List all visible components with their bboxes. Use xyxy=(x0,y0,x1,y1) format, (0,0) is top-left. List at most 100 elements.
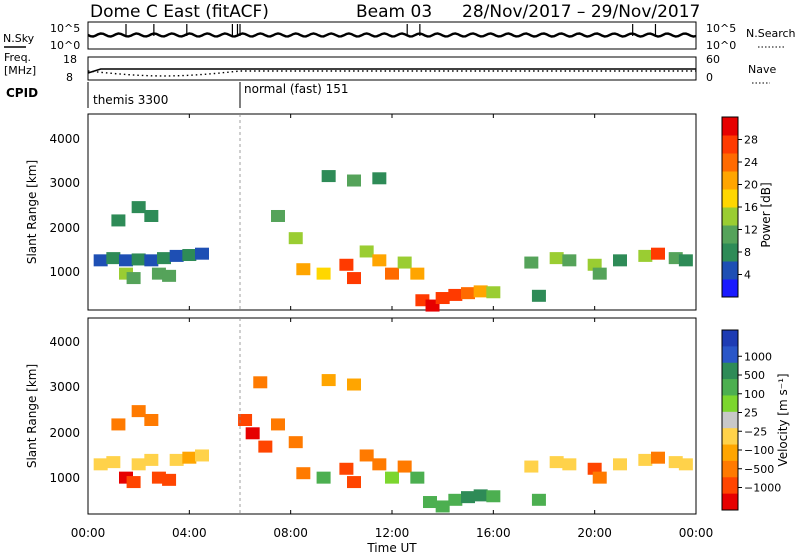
heatmap-cell xyxy=(448,493,463,506)
time-axis: 00:00 04:00 08:00 12:00 16:00 20:00 00:00 xyxy=(71,114,713,540)
heatmap-cell xyxy=(638,249,653,262)
heatmap-cell xyxy=(372,458,387,471)
nsky-panel: N.Sky 10^5 10^0 10^5 10^0 N.Search xyxy=(3,21,796,52)
heatmap-cell xyxy=(144,413,159,426)
freq-tick-top-left: 18 xyxy=(63,53,77,66)
freq-panel: Freq. [MHz] 18 8 60 0 Nave xyxy=(4,51,776,84)
heatmap-cell xyxy=(106,456,121,469)
velocity-heatmap xyxy=(93,318,693,514)
heatmap-cell xyxy=(385,471,399,484)
x-tick-label: 12:00 xyxy=(375,526,410,540)
heatmap-cell xyxy=(288,436,303,449)
velocity-ytick-4000: 4000 xyxy=(49,335,80,349)
heatmap-cell xyxy=(321,374,336,387)
colorbar-tick-label: 4 xyxy=(744,269,751,282)
heatmap-cell xyxy=(316,471,331,484)
colorbar-segment xyxy=(722,117,738,136)
freq-unit-label: [MHz] xyxy=(4,64,36,77)
colorbar-tick-label: 16 xyxy=(744,201,758,214)
colorbar-tick-label: 24 xyxy=(744,156,758,169)
heatmap-cell xyxy=(524,460,539,473)
heatmap-cell xyxy=(169,249,184,262)
heatmap-cell xyxy=(651,451,665,464)
colorbar-tick-label: 12 xyxy=(744,224,758,237)
date-range: 28/Nov/2017 – 29/Nov/2017 xyxy=(462,2,700,22)
power-frame xyxy=(87,113,697,311)
power-panel: Slant Range [km] 1000 2000 3000 4000 4 8 1… xyxy=(25,113,773,312)
heatmap-cell xyxy=(144,453,159,466)
colorbar-segment xyxy=(722,171,738,190)
heatmap-cell xyxy=(238,413,253,426)
heatmap-cell xyxy=(678,254,693,267)
heatmap-cell xyxy=(651,247,665,260)
power-colorbar-label: Power [dB] xyxy=(759,182,773,247)
station-title: Dome C East (fitACF) xyxy=(90,2,269,22)
colorbar-tick-label: 25 xyxy=(744,407,758,420)
heatmap-cell xyxy=(157,252,171,265)
heatmap-cell xyxy=(111,214,126,227)
colorbar-segment xyxy=(722,135,738,154)
colorbar-segment xyxy=(722,362,738,380)
heatmap-cell xyxy=(93,254,108,267)
heatmap-cell xyxy=(359,449,374,462)
heatmap-cell xyxy=(524,256,539,269)
colorbar-segment xyxy=(722,411,738,429)
nsky-trace xyxy=(87,24,697,38)
cpid-label: CPID xyxy=(6,86,38,100)
heatmap-cell xyxy=(638,453,653,466)
heatmap-cell xyxy=(245,427,260,440)
colorbar-tick-label: 500 xyxy=(744,369,765,382)
colorbar-tick-label: 28 xyxy=(744,134,758,147)
heatmap-cell xyxy=(93,458,108,471)
nave-label: Nave xyxy=(748,63,776,76)
heatmap-cell xyxy=(531,289,546,302)
heatmap-cell xyxy=(592,471,607,484)
heatmap-cell xyxy=(473,285,488,298)
freq-label: Freq. xyxy=(4,51,31,64)
heatmap-cell xyxy=(347,174,361,187)
colorbar-tick-label: −25 xyxy=(744,425,767,438)
colorbar-segment xyxy=(722,261,738,280)
velocity-colorbar: 1000 500 100 25 −25 −100 −500 −1000 xyxy=(721,329,781,511)
x-tick-label: 04:00 xyxy=(172,526,207,540)
nsky-line xyxy=(87,32,697,38)
heatmap-cell xyxy=(613,458,627,471)
heatmap-cell xyxy=(169,453,184,466)
velocity-colorbar-label: Velocity [m s⁻¹] xyxy=(776,373,790,466)
colorbar-segment xyxy=(722,279,738,298)
heatmap-cell xyxy=(253,376,268,389)
nsky-label: N.Sky xyxy=(3,32,35,45)
heatmap-cell xyxy=(106,252,121,265)
colorbar-segment xyxy=(722,330,738,347)
heatmap-cell xyxy=(119,254,133,267)
nsky-tick-top-right: 10^5 xyxy=(706,22,736,35)
heatmap-cell xyxy=(397,460,412,473)
heatmap-cell xyxy=(347,378,361,391)
cpid-panel: CPID themis 3300 normal (fast) 151 xyxy=(6,82,348,108)
nsearch-label: N.Search xyxy=(746,27,796,40)
beam-label: Beam 03 xyxy=(356,2,432,22)
nsky-tick-bottom-right: 10^0 xyxy=(706,39,736,52)
heatmap-cell xyxy=(271,418,285,431)
heatmap-cell xyxy=(592,267,607,280)
colorbar-segment xyxy=(722,493,738,511)
heatmap-cell xyxy=(549,252,564,265)
heatmap-cell xyxy=(473,489,488,502)
freq-tick-top-right: 60 xyxy=(706,53,720,66)
power-ytick-2000: 2000 xyxy=(49,221,80,235)
heatmap-cell xyxy=(423,496,437,509)
heatmap-cell xyxy=(111,418,126,431)
heatmap-cell xyxy=(131,405,146,418)
heatmap-cell xyxy=(562,458,577,471)
power-ytick-1000: 1000 xyxy=(49,265,80,279)
heatmap-cell xyxy=(613,254,627,267)
heatmap-cell xyxy=(321,170,336,183)
colorbar-segment xyxy=(722,207,738,226)
freq-tick-bottom-left: 8 xyxy=(66,71,73,84)
colorbar-segment xyxy=(722,153,738,172)
cpid-segment-normal: normal (fast) 151 xyxy=(244,82,348,96)
heatmap-cell xyxy=(678,458,693,471)
heatmap-cell xyxy=(435,292,450,305)
heatmap-cell xyxy=(461,491,475,504)
heatmap-cell xyxy=(195,247,209,260)
